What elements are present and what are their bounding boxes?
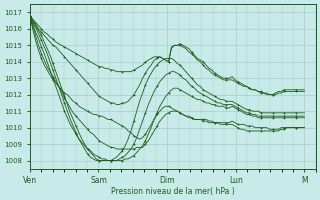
X-axis label: Pression niveau de la mer( hPa ): Pression niveau de la mer( hPa ) xyxy=(111,187,235,196)
